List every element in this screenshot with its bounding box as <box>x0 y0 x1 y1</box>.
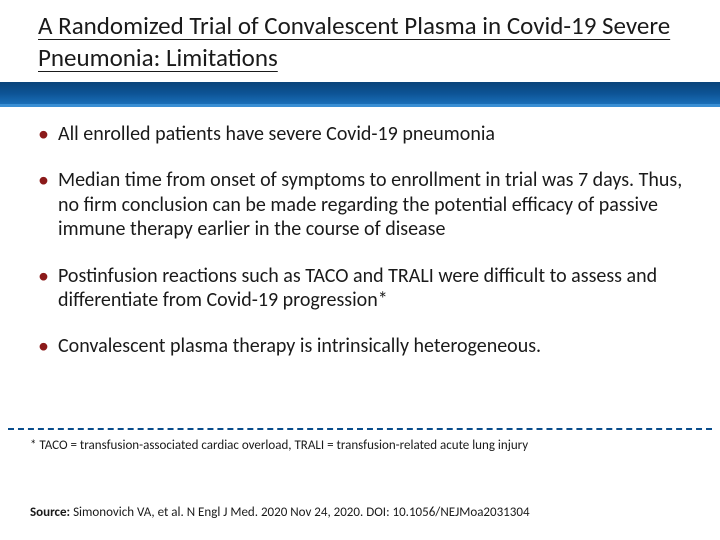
source-label: Source: <box>30 505 70 520</box>
header-accent-line <box>0 104 720 107</box>
dashed-separator <box>8 428 712 430</box>
source-citation: Source: Simonovich VA, et al. N Engl J M… <box>30 505 690 520</box>
bullet-item: All enrolled patients have severe Covid-… <box>34 122 692 146</box>
title-container: A Randomized Trial of Convalescent Plasm… <box>0 0 720 82</box>
content-area: All enrolled patients have severe Covid-… <box>34 122 692 381</box>
bullet-item: Convalescent plasma therapy is intrinsic… <box>34 334 692 358</box>
bullet-item: Median time from onset of symptoms to en… <box>34 168 692 241</box>
slide-title: A Randomized Trial of Convalescent Plasm… <box>38 10 682 74</box>
bullet-item: Postinfusion reactions such as TACO and … <box>34 264 692 313</box>
bullet-list: All enrolled patients have severe Covid-… <box>34 122 692 359</box>
footnote-text: * TACO = transfusion-associated cardiac … <box>30 438 690 453</box>
source-text: Simonovich VA, et al. N Engl J Med. 2020… <box>70 505 529 520</box>
slide: A Randomized Trial of Convalescent Plasm… <box>0 0 720 540</box>
